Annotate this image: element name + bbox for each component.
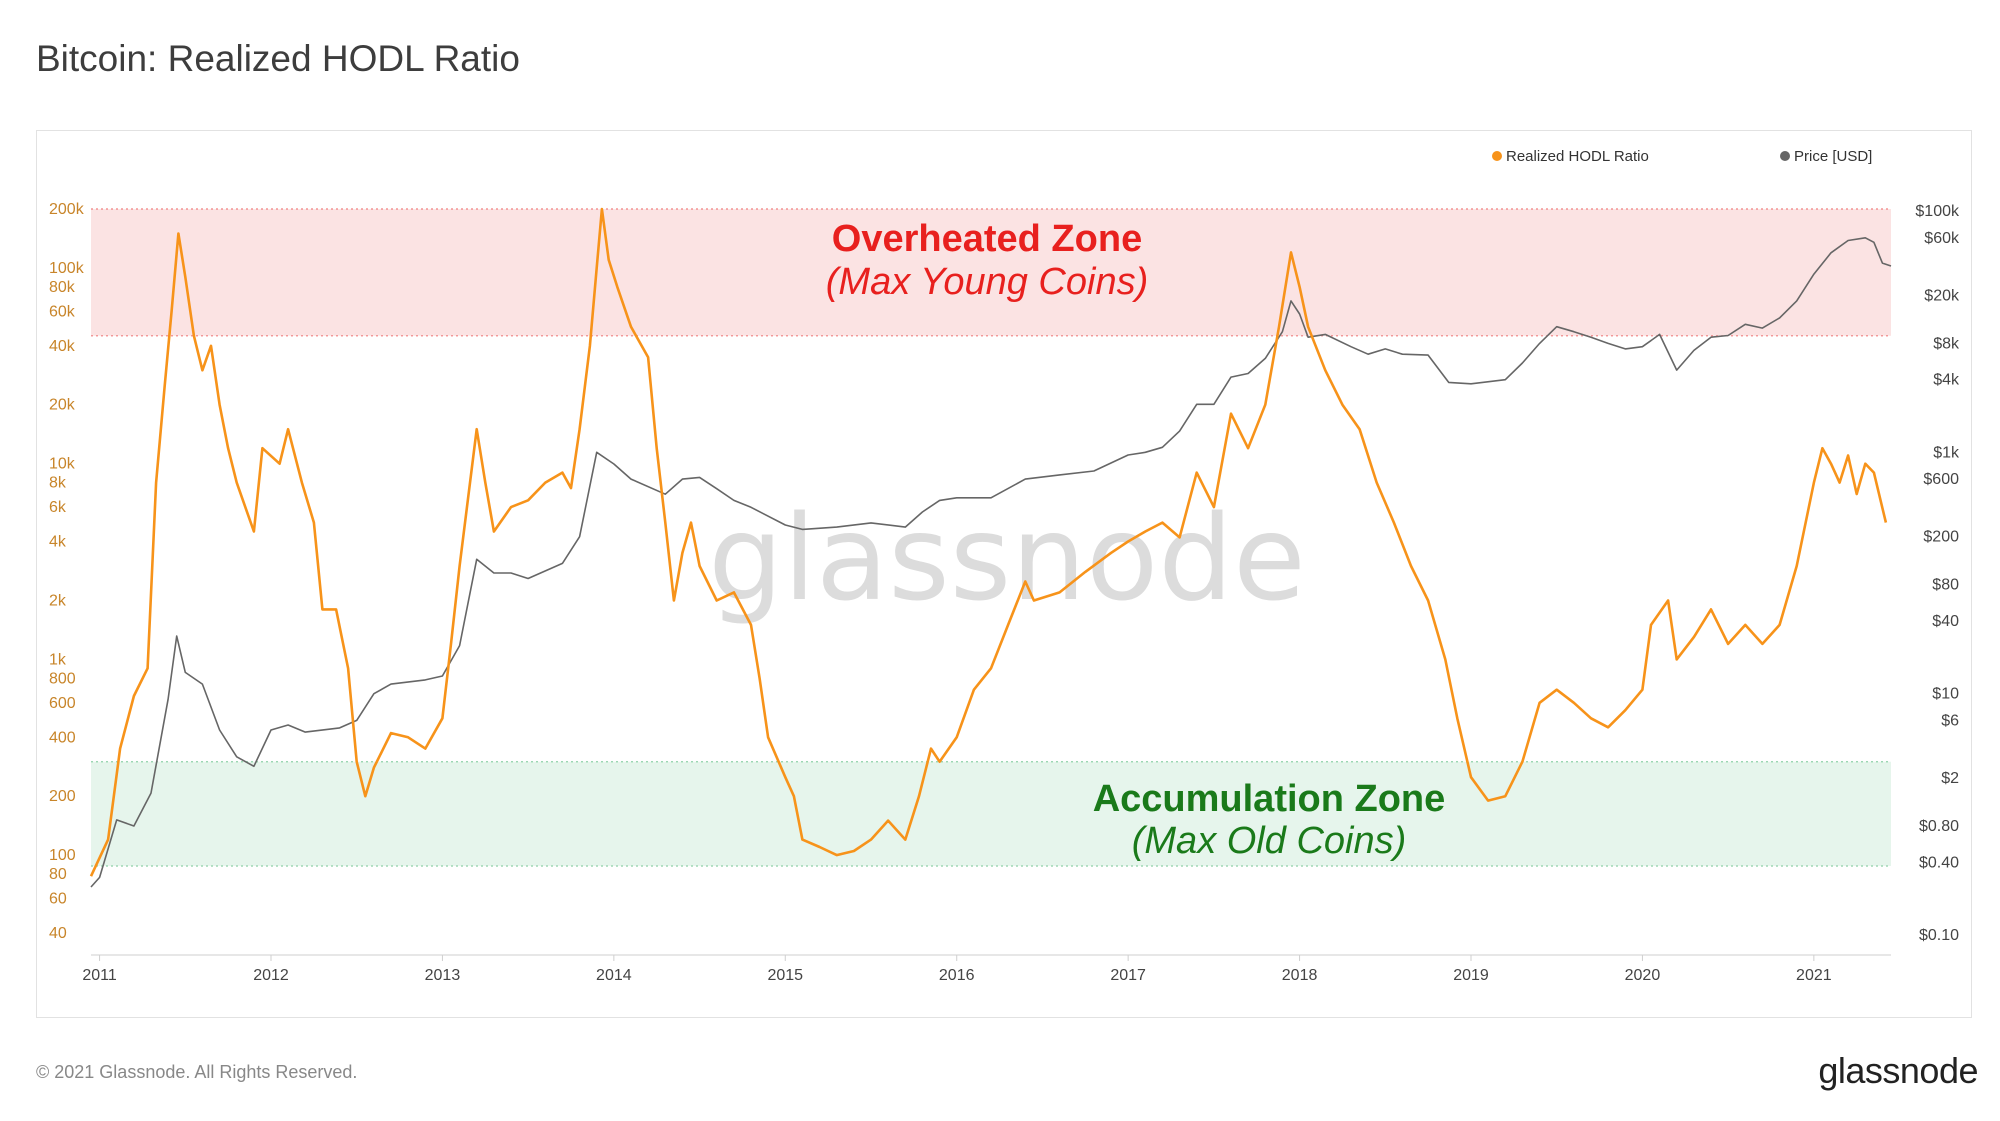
right-axis-tick-label: $2 [1941, 770, 1959, 787]
x-axis-tick-label: 2011 [82, 967, 117, 984]
left-axis-tick-label: 400 [49, 729, 76, 746]
right-axis-tick-label: $60k [1924, 230, 1960, 247]
left-axis-tick-label: 40k [49, 338, 76, 355]
chart-frame: glassnode Overheated Zone (Max Young Coin… [36, 130, 1972, 1018]
legend[interactable]: Realized HODL Ratio Price [USD] [1492, 148, 1872, 165]
chart-svg: glassnode Overheated Zone(Max Young Coin… [49, 148, 1960, 984]
zone-labels-layer: Overheated Zone(Max Young Coins) Accumula… [826, 218, 1446, 862]
right-axis-tick-label: $20k [1924, 287, 1960, 304]
page-title: Bitcoin: Realized HODL Ratio [36, 38, 520, 79]
left-axis-tick-label: 8k [49, 475, 67, 492]
overheated-zone-title: Overheated Zone [832, 218, 1142, 260]
watermark: glassnode [708, 489, 1305, 627]
overheated-zone-subtitle: (Max Young Coins) [826, 261, 1148, 303]
legend-marker [1780, 151, 1790, 161]
left-axis-tick-label: 1k [49, 651, 67, 668]
left-axis-tick-label: 6k [49, 499, 67, 516]
right-axis-tick-label: $100k [1915, 203, 1960, 220]
x-axis-tick-label: 2012 [253, 967, 289, 984]
right-axis-tick-label: $40 [1932, 613, 1959, 630]
left-axis-tick-label: 600 [49, 695, 76, 712]
right-axis-tick-label: $6 [1941, 712, 1959, 729]
x-axis-tick-label: 2019 [1453, 967, 1489, 984]
left-axis-tick-label: 2k [49, 592, 67, 609]
legend-label: Realized HODL Ratio [1506, 148, 1649, 165]
left-axis-tick-label: 200k [49, 201, 85, 218]
right-axis-tick-label: $0.80 [1919, 818, 1959, 835]
right-axis-tick-label: $600 [1923, 471, 1959, 488]
legend-item-hodl-ratio[interactable]: Realized HODL Ratio [1492, 148, 1649, 165]
left-axis-tick-label: 80 [49, 866, 67, 883]
left-axis: 40 60 80 100 200 400 600 800 1k 2k 4k 6k 8k 10k 20k 40k… [49, 201, 85, 942]
right-axis-tick-label: $10 [1932, 686, 1959, 703]
right-axis-tick-label: $1k [1933, 444, 1960, 461]
right-axis-tick-label: $8k [1933, 335, 1960, 352]
left-axis-tick-label: 800 [49, 670, 76, 687]
right-axis-tick-label: $0.40 [1919, 854, 1959, 871]
price-line [90, 237, 1892, 888]
right-axis-tick-label: $200 [1923, 529, 1959, 546]
right-axis-tick-label: $80 [1932, 577, 1959, 594]
left-axis-tick-label: 10k [49, 456, 76, 473]
right-axis-tick-label: $0.10 [1919, 927, 1959, 944]
x-axis-tick-label: 2021 [1796, 967, 1832, 984]
series-layer [89, 207, 1892, 888]
left-axis-tick-label: 200 [49, 788, 76, 805]
legend-label: Price [USD] [1794, 148, 1872, 165]
left-axis-tick-label: 60k [49, 303, 76, 320]
hodl-ratio-line [89, 207, 1888, 877]
zone-band [91, 761, 1891, 866]
zone-band [91, 209, 1891, 336]
x-axis-tick-label: 2015 [767, 967, 803, 984]
x-axis-tick-label: 2017 [1110, 967, 1146, 984]
x-axis-tick-label: 2020 [1625, 967, 1661, 984]
accumulation-zone-title: Accumulation Zone [1093, 778, 1446, 820]
left-axis-tick-label: 80k [49, 279, 76, 296]
right-axis-tick-label: $4k [1933, 372, 1960, 389]
legend-marker [1492, 151, 1502, 161]
x-axis-tick-label: 2018 [1282, 967, 1318, 984]
x-axis-tick-label: 2013 [425, 967, 461, 984]
left-axis-tick-label: 20k [49, 397, 76, 414]
left-axis-tick-label: 100 [49, 847, 76, 864]
right-axis: $0.10 $0.40 $0.80 $2 $6 $10 $40 $80 $200 $600 $1k $… [1915, 203, 1960, 944]
copyright-text: © 2021 Glassnode. All Rights Reserved. [36, 1062, 358, 1082]
brand-logo: glassnode [1818, 1050, 1978, 1091]
left-axis-tick-label: 4k [49, 534, 67, 551]
zones-layer [91, 208, 1891, 867]
x-axis: 2011 2012 2013 2014 2015 2016 2017 2018 2019 2020… [82, 954, 1891, 984]
left-axis-tick-label: 100k [49, 260, 85, 277]
left-axis-tick-label: 60 [49, 891, 67, 908]
legend-item-price[interactable]: Price [USD] [1780, 148, 1872, 165]
accumulation-zone-subtitle: (Max Old Coins) [1132, 820, 1407, 862]
x-axis-tick-label: 2016 [939, 967, 975, 984]
left-axis-tick-label: 40 [49, 925, 67, 942]
x-axis-tick-label: 2014 [596, 967, 632, 984]
